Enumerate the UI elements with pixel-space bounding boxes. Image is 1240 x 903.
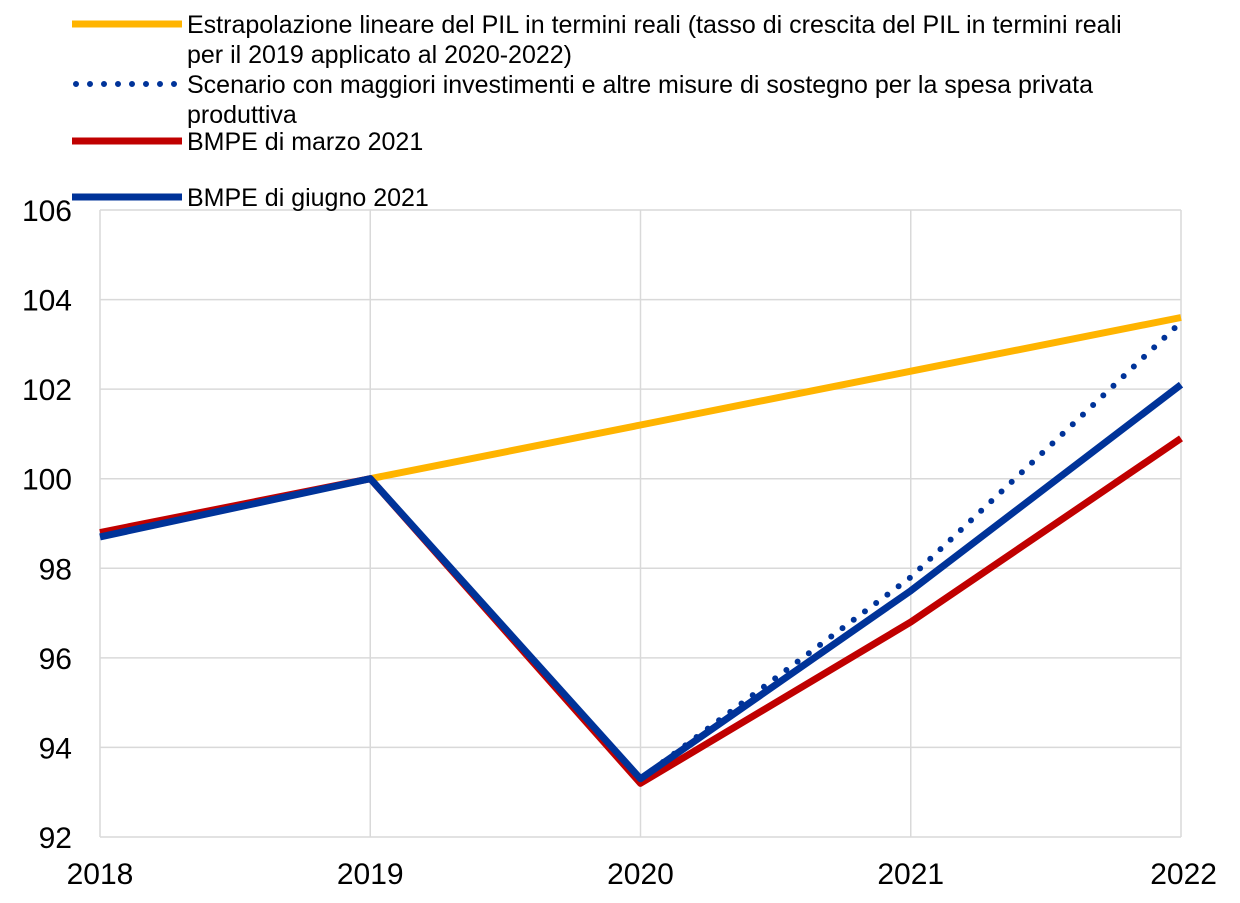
series-lines — [99, 314, 1184, 787]
y-tick-label: 98 — [39, 553, 72, 586]
legend-label: produttiva — [187, 101, 297, 129]
legend: Estrapolazione lineare del PIL in termin… — [72, 11, 1122, 212]
legend-item-3: BMPE di marzo 2021 — [72, 128, 423, 156]
x-tick-label: 2019 — [337, 858, 404, 891]
legend-item-1: Estrapolazione lineare del PIL in termin… — [72, 11, 1122, 69]
x-tick-label: 2022 — [1150, 858, 1217, 891]
series-line-2 — [637, 319, 1184, 782]
series-line-4 — [99, 381, 1184, 783]
y-tick-label: 94 — [39, 732, 72, 765]
legend-label: Scenario con maggiori investimenti e alt… — [187, 71, 1093, 99]
legend-label: Estrapolazione lineare del PIL in termin… — [187, 11, 1122, 39]
y-tick-label: 106 — [22, 195, 72, 228]
y-tick-label: 100 — [22, 464, 72, 497]
y-tick-label: 102 — [22, 374, 72, 407]
legend-item-2: Scenario con maggiori investimenti e alt… — [73, 71, 1093, 129]
y-axis-ticks: 92 94 96 98 100 102 104 106 — [22, 195, 72, 855]
y-tick-label: 92 — [39, 822, 72, 855]
y-tick-label: 96 — [39, 643, 72, 676]
legend-label: BMPE di giugno 2021 — [187, 184, 429, 212]
legend-item-4: BMPE di giugno 2021 — [72, 184, 429, 212]
series-line-1 — [369, 314, 1182, 483]
legend-label: BMPE di marzo 2021 — [187, 128, 423, 156]
legend-label: per il 2019 applicato al 2020-2022) — [187, 41, 572, 69]
x-tick-label: 2020 — [607, 858, 674, 891]
y-tick-label: 104 — [22, 285, 72, 318]
grid — [99, 209, 1182, 838]
x-axis-ticks: 2018 2019 2020 2021 2022 — [67, 858, 1217, 891]
x-tick-label: 2018 — [67, 858, 134, 891]
x-tick-label: 2021 — [877, 858, 944, 891]
